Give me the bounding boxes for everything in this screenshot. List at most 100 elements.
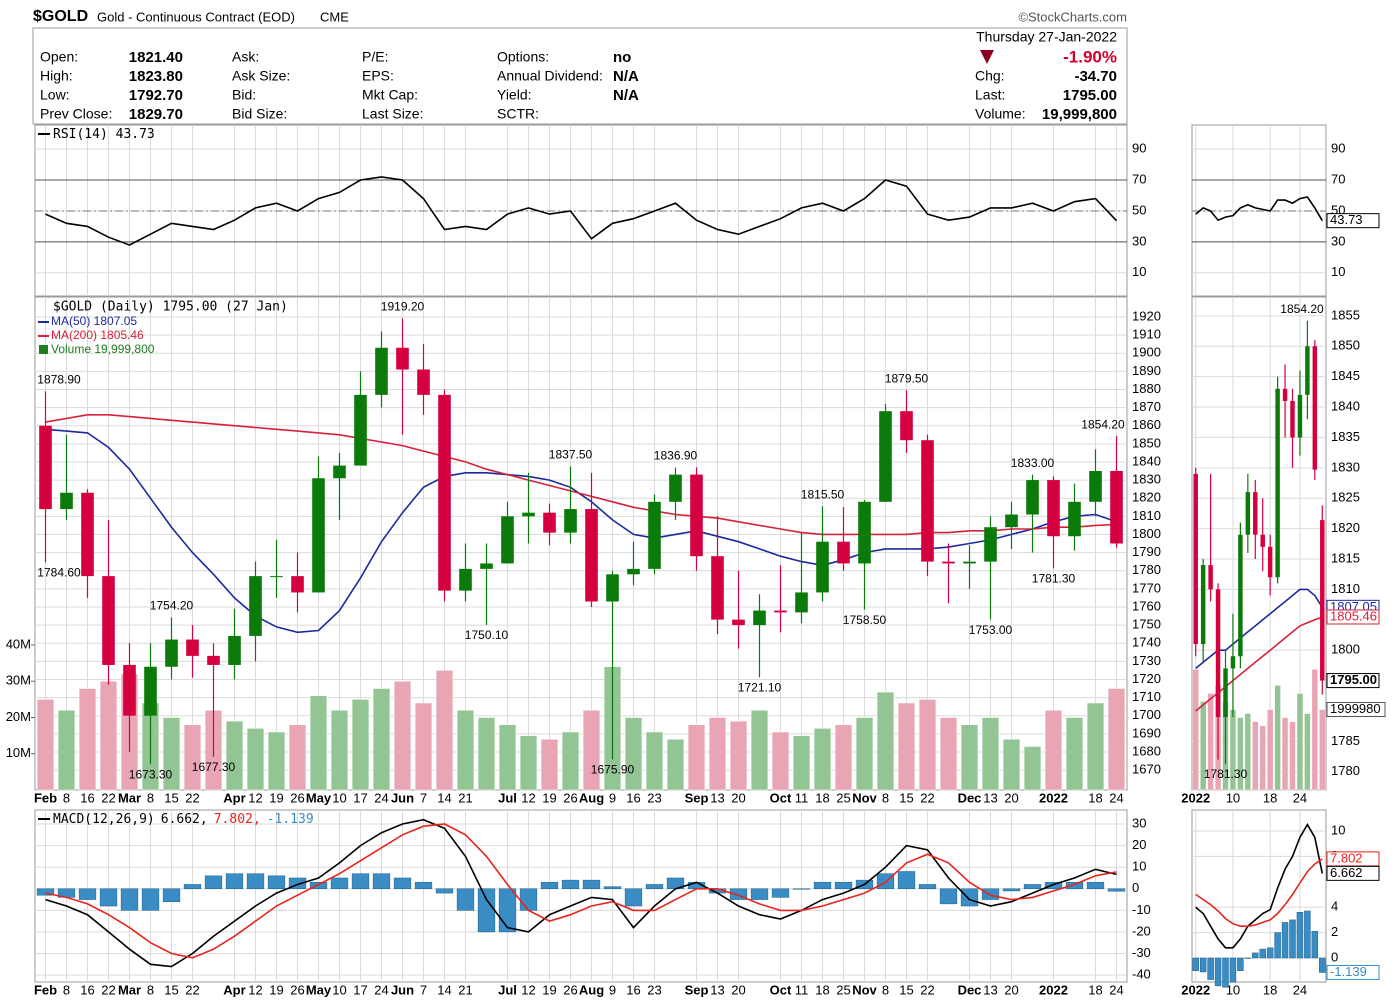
x-tick-label: 8 bbox=[147, 790, 154, 805]
x-tick-label: 18 bbox=[815, 982, 829, 997]
volume-bar bbox=[1319, 709, 1326, 791]
volume-bar bbox=[1199, 701, 1207, 791]
y-tick-label: 1800 bbox=[1331, 642, 1360, 657]
candle-body bbox=[984, 527, 997, 562]
histogram-bar bbox=[267, 875, 286, 890]
x-tick-label: 16 bbox=[626, 982, 640, 997]
x-tick-label: 26 bbox=[290, 790, 304, 805]
x-tick-label: 8 bbox=[63, 982, 70, 997]
histogram-bar bbox=[1311, 931, 1319, 959]
candle-body bbox=[1223, 668, 1228, 718]
x-tick-label: 12 bbox=[248, 982, 262, 997]
volume-bar bbox=[750, 710, 769, 791]
y-tick-label: 1770 bbox=[1132, 580, 1161, 595]
x-tick-label: Oct bbox=[770, 982, 792, 997]
histogram-bar bbox=[162, 888, 181, 902]
volume-bar bbox=[666, 739, 685, 791]
volume-bar bbox=[1266, 709, 1274, 791]
y-tick-label: 1815 bbox=[1331, 550, 1360, 565]
candle-body bbox=[753, 610, 766, 626]
histogram-bar bbox=[141, 888, 160, 911]
candle-body bbox=[900, 411, 913, 441]
y-tick-label: 0 bbox=[1331, 949, 1338, 964]
price-annotation: 1673.30 bbox=[129, 767, 173, 781]
candle-body bbox=[669, 474, 682, 502]
panel-frame bbox=[1191, 296, 1327, 791]
volume-tick-label: 10M bbox=[6, 745, 31, 760]
legend-title: $GOLD (Daily) 1795.00 (27 Jan) bbox=[53, 300, 288, 315]
price-annotation: 1833.00 bbox=[1011, 456, 1055, 470]
x-tick-label: Feb bbox=[34, 790, 57, 805]
histogram-bar bbox=[498, 888, 517, 933]
x-tick-label: 21 bbox=[458, 790, 472, 805]
x-tick-label: 2022 bbox=[1181, 982, 1210, 997]
volume-bar bbox=[1107, 688, 1126, 791]
volume-bar bbox=[183, 724, 202, 791]
x-tick-label: 14 bbox=[437, 982, 451, 997]
histogram-bar bbox=[183, 884, 202, 890]
x-tick-label: May bbox=[306, 982, 332, 997]
x-tick-label: 23 bbox=[647, 790, 661, 805]
volume-bar bbox=[162, 717, 181, 791]
x-tick-label: 2022 bbox=[1181, 790, 1210, 805]
candle-body bbox=[60, 492, 73, 510]
change-pct: -1.90% bbox=[1063, 47, 1117, 66]
quote-label: Annual Dividend: bbox=[497, 68, 603, 84]
volume-bar bbox=[834, 724, 853, 791]
histogram-bar bbox=[1252, 952, 1259, 959]
x-tick-label: 18 bbox=[1088, 790, 1102, 805]
quote-box bbox=[32, 27, 1128, 125]
value-box-label: 1805.46 bbox=[1330, 608, 1377, 623]
y-tick-label: -10 bbox=[1132, 902, 1151, 917]
value-box bbox=[1326, 865, 1380, 881]
x-tick-label: 13 bbox=[710, 982, 724, 997]
x-tick-label: 10 bbox=[1226, 982, 1240, 997]
y-tick-label: 0 bbox=[1132, 880, 1139, 895]
volume-bar bbox=[288, 724, 307, 791]
candle-body bbox=[648, 501, 661, 569]
x-tick-label: 15 bbox=[899, 790, 913, 805]
volume-bar bbox=[1023, 746, 1042, 791]
volume-bar bbox=[561, 731, 580, 791]
histogram-bar bbox=[1237, 957, 1244, 971]
volume-bar bbox=[99, 681, 118, 791]
quote-label: EPS: bbox=[362, 68, 394, 84]
y-tick-label: 70 bbox=[1132, 171, 1146, 186]
x-tick-label: 16 bbox=[80, 982, 94, 997]
series-line bbox=[45, 818, 1117, 968]
histogram-bar bbox=[624, 888, 643, 907]
quote-label: Last Size: bbox=[362, 106, 423, 122]
quote-label: Ask: bbox=[232, 49, 259, 65]
candle-body bbox=[543, 512, 556, 533]
candle-body bbox=[333, 465, 346, 479]
candle-body bbox=[837, 541, 850, 564]
y-tick-label: 30 bbox=[1331, 233, 1345, 248]
legend-entry: MA(200) 1805.46 bbox=[51, 328, 144, 342]
x-tick-label: 19 bbox=[269, 982, 283, 997]
candle-body bbox=[774, 610, 787, 613]
histogram-bar bbox=[393, 877, 412, 890]
volume-bar bbox=[771, 731, 790, 791]
y-tick-label: 1845 bbox=[1331, 368, 1360, 383]
y-tick-label: 1890 bbox=[1132, 363, 1161, 378]
quote-value: 1829.70 bbox=[129, 106, 183, 123]
y-tick-label: 1670 bbox=[1132, 762, 1161, 777]
histogram-bar bbox=[456, 888, 475, 911]
histogram-bar bbox=[813, 882, 832, 890]
x-tick-label: 13 bbox=[983, 790, 997, 805]
quote-label: High: bbox=[40, 68, 73, 84]
y-tick-label: 1870 bbox=[1132, 399, 1161, 414]
legend-entry: 7.802, bbox=[214, 812, 261, 827]
x-tick-label: 22 bbox=[101, 790, 115, 805]
x-tick-label: 20 bbox=[1004, 790, 1018, 805]
candle-body bbox=[795, 592, 808, 613]
candle-body bbox=[1290, 400, 1295, 438]
histogram-bar bbox=[603, 886, 622, 890]
candle-body bbox=[1320, 520, 1325, 681]
histogram-bar bbox=[792, 888, 811, 890]
candle-body bbox=[858, 501, 871, 564]
volume-bar bbox=[78, 688, 97, 791]
volume-bar bbox=[1237, 717, 1244, 791]
volume-bar bbox=[498, 724, 517, 791]
